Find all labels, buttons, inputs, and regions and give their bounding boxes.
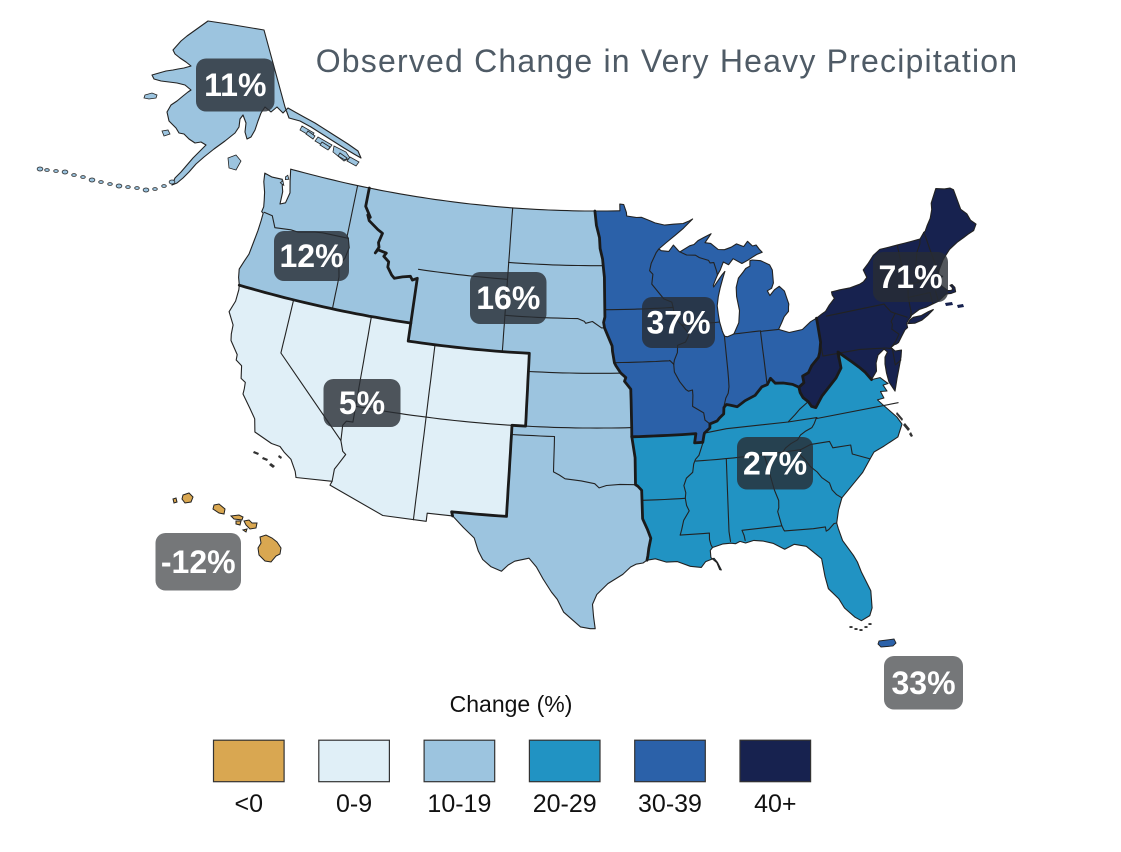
svg-text:11%: 11% bbox=[204, 67, 266, 103]
svg-text:Change (%): Change (%) bbox=[450, 691, 573, 717]
svg-text:5%: 5% bbox=[339, 385, 385, 421]
svg-text:Observed Change in Very Heavy: Observed Change in Very Heavy Precipitat… bbox=[316, 43, 1019, 79]
svg-text:0-9: 0-9 bbox=[336, 790, 372, 818]
svg-text:27%: 27% bbox=[743, 445, 807, 481]
svg-text:33%: 33% bbox=[891, 665, 955, 701]
svg-text:12%: 12% bbox=[279, 238, 343, 274]
svg-text:<0: <0 bbox=[235, 790, 264, 818]
svg-text:71%: 71% bbox=[878, 259, 942, 295]
svg-text:30-39: 30-39 bbox=[638, 790, 702, 818]
svg-text:20-29: 20-29 bbox=[533, 790, 597, 818]
svg-text:10-19: 10-19 bbox=[427, 790, 491, 818]
svg-text:40+: 40+ bbox=[754, 790, 796, 818]
svg-text:-12%: -12% bbox=[161, 544, 236, 580]
svg-text:16%: 16% bbox=[476, 280, 540, 316]
svg-text:37%: 37% bbox=[646, 305, 710, 341]
